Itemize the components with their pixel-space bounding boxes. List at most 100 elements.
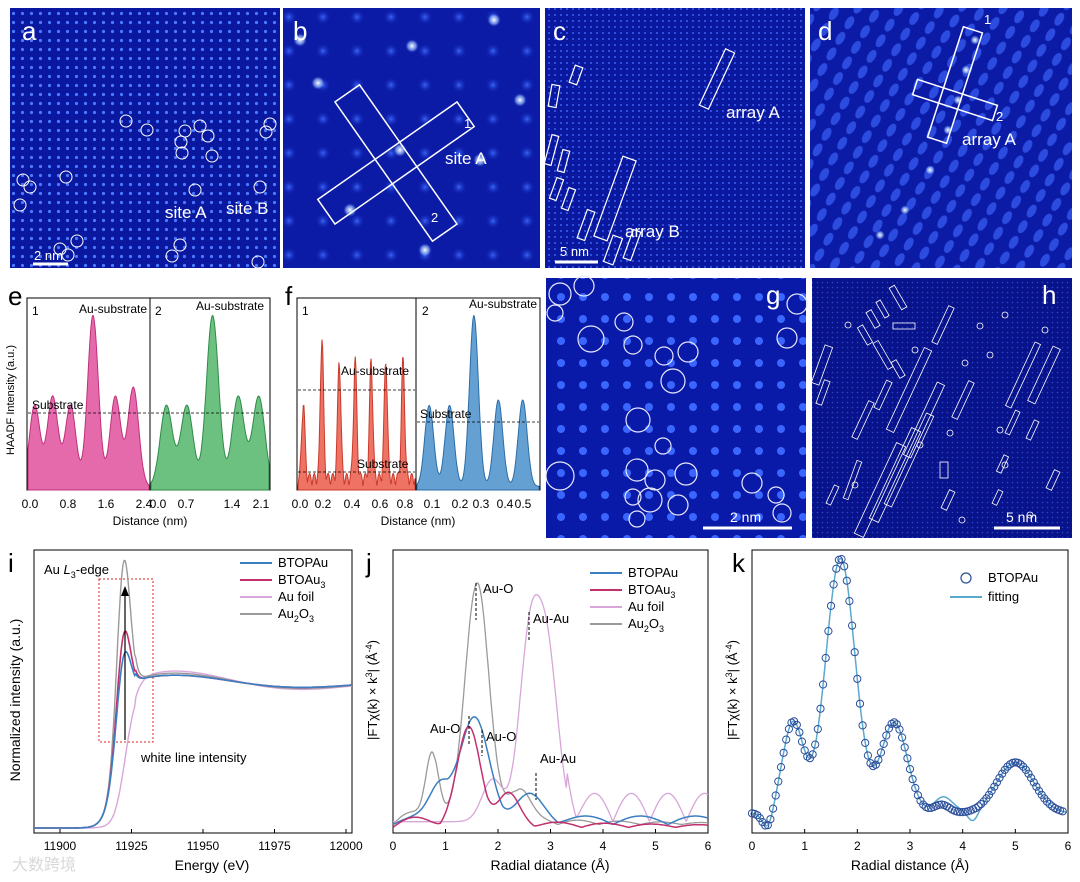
site-circle <box>201 129 215 143</box>
site-circle <box>986 351 994 359</box>
sub-label-e2: 2 <box>155 304 162 318</box>
watermark: 大数跨境 <box>12 855 76 874</box>
array-box <box>890 359 906 379</box>
data-point <box>821 653 830 663</box>
xlabel-k: Radial distance (Å) <box>851 857 969 873</box>
array-box <box>892 322 916 330</box>
data-point <box>905 765 915 774</box>
annotation-top-f1: Au-substrate <box>341 364 409 378</box>
array-box <box>842 459 863 501</box>
data-point <box>990 782 999 791</box>
bright-atom <box>487 13 501 27</box>
data-point <box>884 724 894 733</box>
data-point <box>861 738 870 748</box>
data-point <box>842 576 851 585</box>
panel-c: c array A array B 5 nm <box>543 8 805 268</box>
array-box <box>853 442 907 538</box>
data-point <box>1032 782 1041 791</box>
x-tick: 0.8 <box>397 497 414 511</box>
array-box <box>868 427 922 523</box>
haadf-image-d <box>810 8 1072 268</box>
sub-label-e1: 1 <box>32 304 39 318</box>
x-tick: 0.2 <box>452 497 469 511</box>
data-point <box>903 754 912 763</box>
data-point <box>1045 800 1054 809</box>
x-tick: 12000 <box>329 839 363 853</box>
legend-label: Au foil <box>628 599 664 614</box>
data-point <box>813 725 822 734</box>
bright-atom <box>405 39 419 53</box>
x-tick: 0.0 <box>150 497 167 511</box>
scale-label-g: 2 nm <box>730 509 761 525</box>
exafs-series <box>393 594 709 823</box>
data-point <box>816 704 825 713</box>
profile-series <box>416 314 540 491</box>
site-circle <box>193 119 207 133</box>
site-circle <box>205 149 219 163</box>
data-point <box>845 597 854 606</box>
panel-label-g: g <box>766 280 780 310</box>
ylabel-i: Normalized intensity (a.u.) <box>7 619 23 782</box>
site-circle <box>976 322 984 330</box>
x-tick: 0.3 <box>473 497 490 511</box>
scale-label-c: 5 nm <box>560 244 589 259</box>
site-circle <box>916 441 924 449</box>
data-point <box>782 735 791 744</box>
site-circle <box>545 461 575 491</box>
frame-k <box>751 549 1069 834</box>
site-circle <box>623 335 643 355</box>
haadf-image-h <box>812 278 1072 538</box>
data-point <box>769 804 778 813</box>
data-point <box>766 815 775 824</box>
site-circle <box>175 146 189 160</box>
site-circle <box>625 458 649 482</box>
data-point <box>848 621 857 630</box>
data-point <box>863 751 873 760</box>
legend-label: Au foil <box>278 589 314 604</box>
profile-series <box>27 315 150 491</box>
site-circle <box>776 327 798 349</box>
data-point <box>890 718 899 727</box>
ylabel-e: HAADF Intensity (a.u.) <box>5 345 17 455</box>
data-point <box>1011 758 1020 767</box>
x-tick: 11925 <box>115 839 148 853</box>
panel-label-b: b <box>293 16 307 46</box>
data-point <box>1027 773 1036 783</box>
site-circle <box>625 407 651 433</box>
data-point <box>792 720 801 730</box>
site-circle <box>577 325 605 353</box>
array-box <box>940 489 956 511</box>
data-point <box>771 791 780 800</box>
bright-atom <box>925 165 935 175</box>
legend-label: BTOPAu <box>988 570 1038 585</box>
array-box <box>1045 469 1061 491</box>
scale-label-h: 5 nm <box>1006 509 1037 525</box>
data-point <box>803 752 812 761</box>
peak-label-e1: Au-substrate <box>79 302 147 316</box>
array-a-label-c: array A <box>726 103 781 122</box>
x-tick: 0.0 <box>292 497 309 511</box>
line-profile-box-2-d <box>911 78 999 122</box>
legend-label: BTOPAu <box>278 555 328 570</box>
panel-label-c: c <box>553 16 566 46</box>
x-tick: 0.4 <box>497 497 514 511</box>
array-box <box>865 309 881 329</box>
sub-label-f2: 2 <box>422 304 429 318</box>
peak-au-o-left: Au-O <box>430 721 460 736</box>
array-box <box>815 379 831 406</box>
array-box <box>810 344 834 386</box>
array-box <box>856 324 874 346</box>
xlabel-e: Distance (nm) <box>113 514 188 528</box>
panel-label-e: e <box>8 281 22 311</box>
x-tick: 5 <box>1012 839 1019 853</box>
x-tick: 0.2 <box>315 497 332 511</box>
bright-atom <box>875 230 885 240</box>
array-box <box>543 133 560 167</box>
data-point <box>876 748 886 757</box>
bright-atom <box>970 35 980 45</box>
legend-label: BTOPAu <box>628 565 678 580</box>
array-box <box>548 176 565 202</box>
white-line-label: white line intensity <box>140 750 247 765</box>
site-circle <box>614 312 634 332</box>
fitting-line <box>751 557 1069 827</box>
